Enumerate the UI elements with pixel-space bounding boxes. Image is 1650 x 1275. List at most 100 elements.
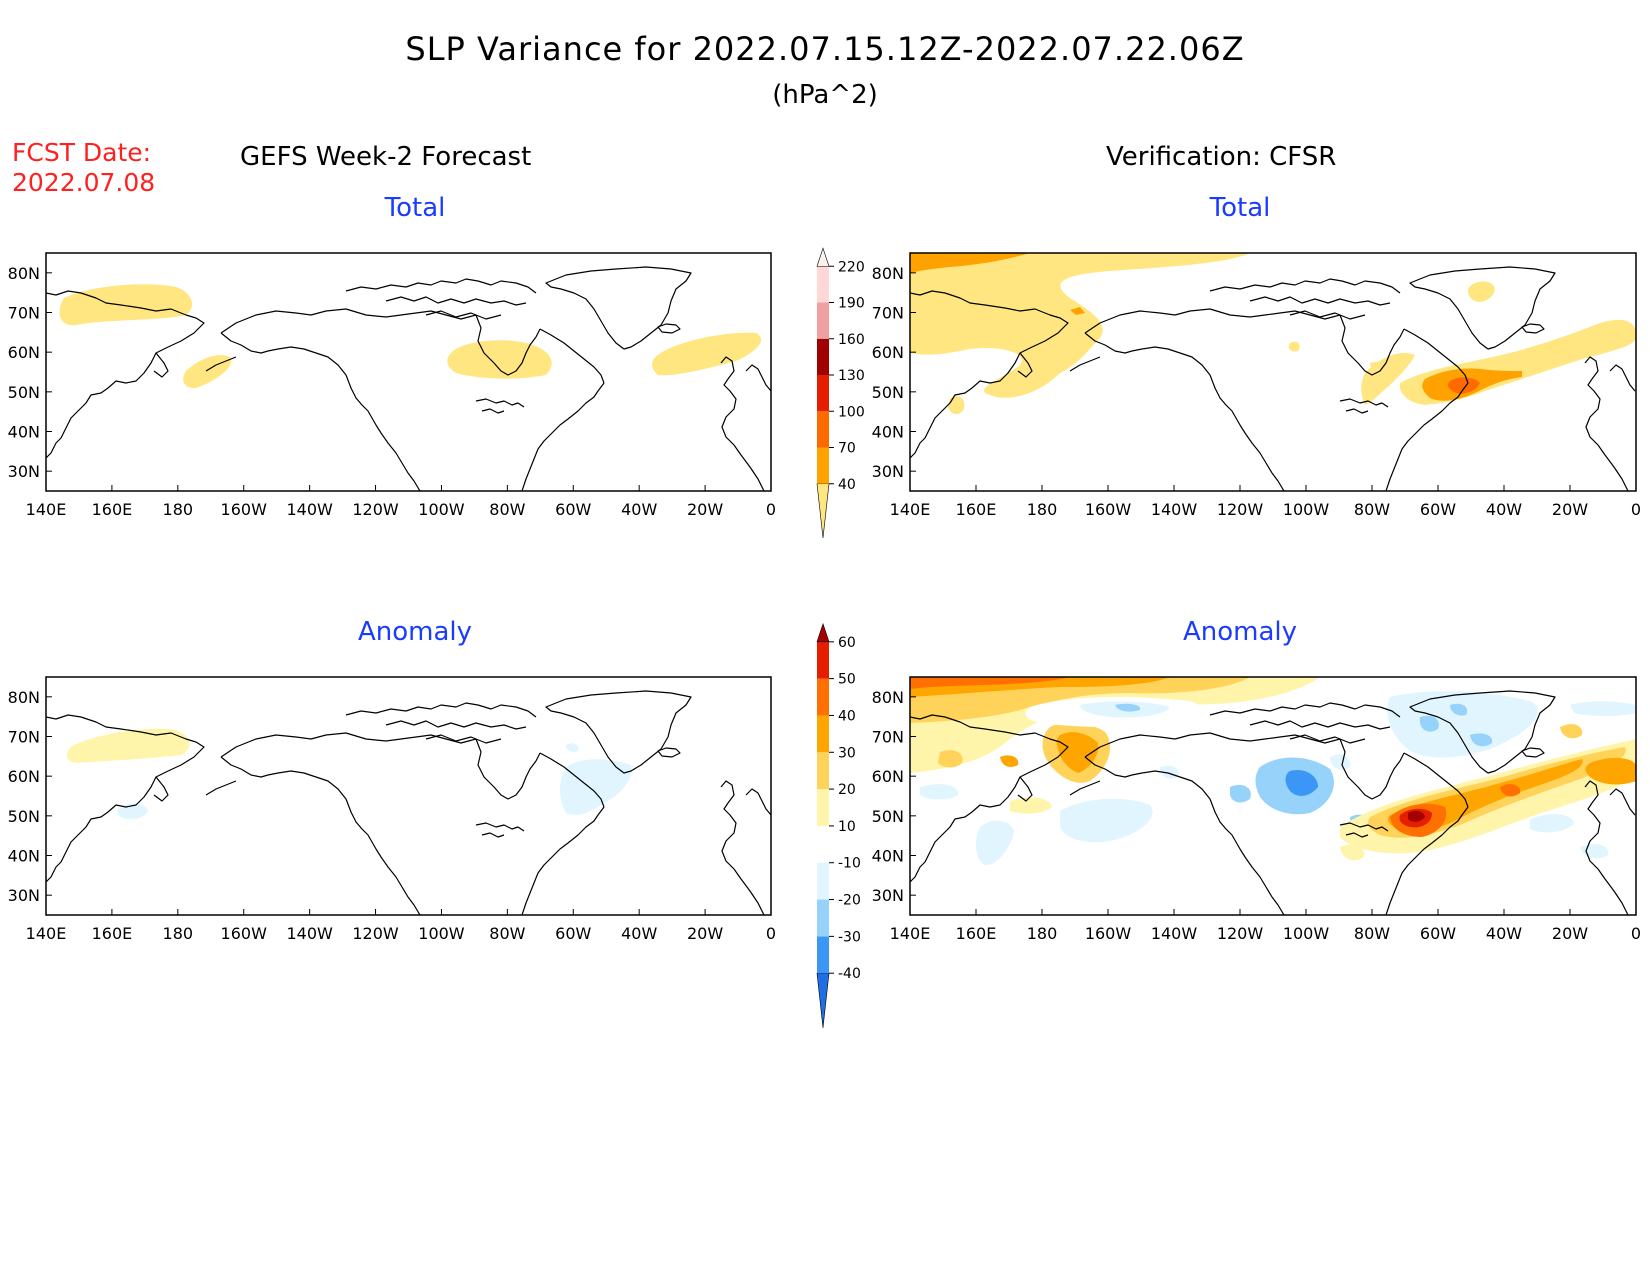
shading-verif-anomaly — [910, 677, 1636, 866]
lat-label-fcst-anomaly: 40N — [8, 847, 40, 866]
lon-label-verif-anomaly: 140W — [1151, 924, 1198, 943]
lon-label-verif-total: 100W — [1283, 500, 1330, 519]
lon-label-fcst-total: 40W — [621, 500, 657, 519]
colorbar-swatch — [817, 936, 829, 974]
shading-fcst-total — [59, 284, 762, 389]
lat-label-verif-anomaly: 40N — [872, 847, 904, 866]
colorbar-label: 190 — [838, 296, 865, 312]
lat-label-fcst-anomaly: 30N — [8, 886, 40, 905]
map-frame-verif-total — [909, 252, 1637, 492]
colorbar-swatch — [817, 825, 829, 863]
panel-subtitle-verif-total: Total — [1209, 193, 1271, 223]
colorbar-swatch — [817, 862, 829, 900]
colorbar-swatch — [817, 338, 829, 375]
lon-label-verif-total: 160E — [956, 500, 997, 519]
lat-label-fcst-total: 50N — [8, 383, 40, 402]
lon-label-fcst-total: 0 — [766, 500, 776, 519]
lon-label-fcst-total: 60W — [555, 500, 591, 519]
lat-label-fcst-total: 40N — [8, 423, 40, 442]
colorbar-label: -30 — [838, 929, 861, 945]
colorbar-label: 130 — [838, 368, 865, 384]
colorbar-swatch — [817, 447, 829, 484]
colorbar-swatch — [816, 483, 830, 539]
lat-label-verif-total: 50N — [872, 383, 904, 402]
lon-label-fcst-anomaly: 100W — [418, 924, 465, 943]
colorbar-swatch — [817, 752, 829, 790]
lat-label-verif-total: 30N — [872, 462, 904, 481]
colorbar-swatch — [817, 678, 829, 716]
lat-label-verif-total: 80N — [872, 264, 904, 283]
lat-label-fcst-anomaly: 70N — [8, 728, 40, 747]
colorbar-label: 50 — [838, 672, 856, 688]
colorbar-label: -20 — [838, 893, 861, 909]
lon-label-verif-anomaly: 20W — [1552, 924, 1588, 943]
lon-label-verif-anomaly: 40W — [1486, 924, 1522, 943]
lon-label-verif-total: 180 — [1027, 500, 1058, 519]
colorbar-label: -40 — [838, 966, 861, 982]
chart-units: (hPa^2) — [772, 80, 878, 110]
colorbar-label: 20 — [838, 782, 856, 798]
lon-label-verif-total: 0 — [1631, 500, 1641, 519]
colorbar-label: 40 — [838, 477, 856, 493]
lat-label-verif-total: 60N — [872, 343, 904, 362]
lon-label-fcst-anomaly: 60W — [555, 924, 591, 943]
lon-label-fcst-anomaly: 80W — [489, 924, 525, 943]
lon-label-verif-total: 140E — [890, 500, 931, 519]
panel-subtitle-fcst-anomaly: Anomaly — [357, 617, 473, 647]
colorbar-label: 30 — [838, 745, 856, 761]
panel-subtitle-verif-anomaly: Anomaly — [1182, 617, 1298, 647]
colorbar-swatch — [817, 411, 829, 448]
lon-label-fcst-total: 20W — [687, 500, 723, 519]
chart-title: SLP Variance for 2022.07.15.12Z-2022.07.… — [405, 30, 1245, 68]
colorbar-label: -10 — [838, 856, 861, 872]
lon-label-verif-total: 120W — [1217, 500, 1264, 519]
colorbar-swatch — [817, 899, 829, 937]
colorbar-anomaly: -40 -30 -20 -10 10 20 30 40 50 60 — [816, 622, 861, 1029]
lon-label-fcst-anomaly: 20W — [687, 924, 723, 943]
colorbar-label: 220 — [838, 259, 865, 275]
colorbar-label: 40 — [838, 708, 856, 724]
colorbar-swatch — [817, 375, 829, 412]
lon-label-fcst-anomaly: 40W — [621, 924, 657, 943]
lat-label-verif-total: 40N — [872, 423, 904, 442]
colorbar-label: 70 — [838, 441, 856, 457]
lon-label-fcst-total: 140E — [26, 500, 67, 519]
lon-label-verif-total: 80W — [1354, 500, 1390, 519]
lat-label-verif-anomaly: 80N — [872, 688, 904, 707]
lon-label-fcst-anomaly: 140E — [26, 924, 67, 943]
lon-label-fcst-total: 160W — [221, 500, 268, 519]
lon-label-verif-anomaly: 160E — [956, 924, 997, 943]
left-column-title: GEFS Week-2 Forecast — [240, 142, 532, 172]
lat-label-verif-anomaly: 70N — [872, 728, 904, 747]
lon-label-verif-total: 40W — [1486, 500, 1522, 519]
lon-label-fcst-total: 160E — [92, 500, 133, 519]
colorbar-swatch — [816, 622, 830, 643]
lat-label-verif-anomaly: 30N — [872, 886, 904, 905]
lon-label-verif-total: 60W — [1420, 500, 1456, 519]
lat-label-fcst-total: 70N — [8, 304, 40, 323]
lat-label-verif-anomaly: 60N — [872, 767, 904, 786]
lon-label-verif-anomaly: 160W — [1085, 924, 1132, 943]
shading-fcst-anomaly — [66, 728, 632, 819]
lon-label-verif-anomaly: 120W — [1217, 924, 1264, 943]
shading-verif-total — [910, 253, 1636, 415]
colorbar-swatch — [817, 302, 829, 339]
colorbar-swatch — [816, 247, 830, 267]
colorbar-swatch — [817, 715, 829, 753]
lon-label-verif-total: 140W — [1151, 500, 1198, 519]
lon-label-fcst-total: 140W — [286, 500, 333, 519]
colorbar-swatch — [817, 789, 829, 826]
map-panel-fcst-total — [45, 252, 772, 492]
lon-label-fcst-total: 180 — [163, 500, 194, 519]
lon-label-verif-total: 160W — [1085, 500, 1132, 519]
colorbar-swatch — [817, 266, 829, 303]
lon-label-fcst-anomaly: 160W — [221, 924, 268, 943]
lon-label-verif-anomaly: 180 — [1027, 924, 1058, 943]
lat-label-fcst-anomaly: 50N — [8, 807, 40, 826]
panel-subtitle-fcst-total: Total — [384, 193, 446, 223]
lon-label-verif-anomaly: 100W — [1283, 924, 1330, 943]
lon-label-fcst-total: 120W — [352, 500, 399, 519]
map-frame-fcst-anomaly — [45, 676, 772, 916]
colorbar-label: 10 — [838, 819, 856, 835]
lon-label-fcst-anomaly: 160E — [92, 924, 133, 943]
